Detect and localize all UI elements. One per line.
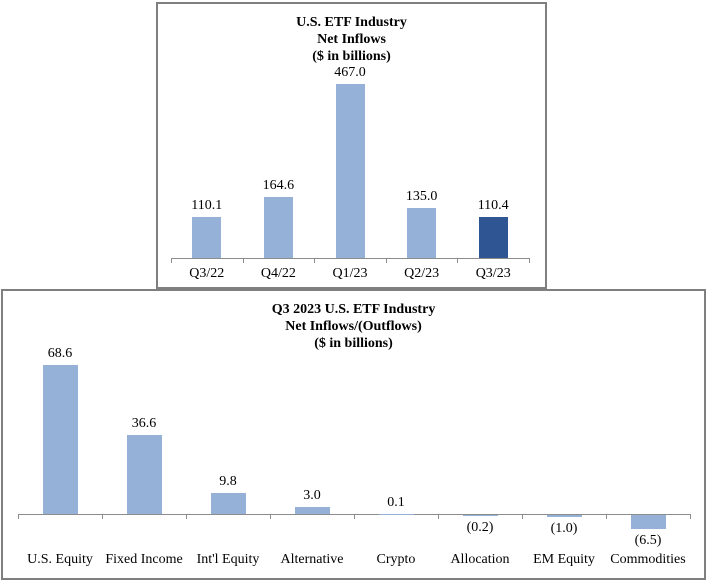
value-label: 467.0 — [334, 64, 366, 80]
axis-tick — [242, 258, 244, 263]
bar-em-equity — [546, 515, 582, 518]
category-label: Q3/22 — [189, 266, 225, 281]
category-label: Fixed Income — [105, 552, 183, 567]
axis-tick — [270, 514, 271, 519]
category-label: Alternative — [280, 552, 344, 567]
chart-title-line-2: Net Inflows — [317, 32, 386, 47]
bar-alternative — [294, 507, 330, 514]
category-label: Crypto — [376, 552, 416, 567]
value-label: 135.0 — [405, 188, 438, 204]
axis-tick — [522, 514, 523, 519]
bar-u-s-equity — [42, 365, 78, 514]
bar-allocation — [462, 515, 498, 516]
plot-area: 110.1 Q3/22 164.6 Q4/22 467.0 Q1/23 135.0 Q2/23… — [158, 4, 545, 287]
chart-title-line-1: U.S. ETF Industry — [296, 15, 407, 30]
bar-crypto — [378, 513, 414, 514]
value-label: (6.5) — [634, 533, 662, 549]
chart-title: Q3 2023 U.S. ETF Industry Net Inflows/(O… — [3, 301, 704, 352]
category-label: Q3/23 — [475, 266, 511, 281]
category-label: Int'l Equity — [196, 552, 260, 567]
category-label: EM Equity — [533, 552, 595, 567]
value-label: (1.0) — [550, 521, 578, 537]
axis-tick — [186, 514, 187, 519]
value-label: 110.1 — [191, 197, 223, 213]
bar-q4-22 — [263, 196, 293, 258]
axis-tick — [102, 514, 103, 519]
value-label: 0.1 — [387, 494, 405, 510]
chart-title: U.S. ETF Industry Net Inflows ($ in bill… — [158, 14, 545, 65]
quarterly-net-inflows-chart: U.S. ETF Industry Net Inflows ($ in bill… — [156, 2, 547, 289]
bar-q2-23 — [407, 207, 437, 258]
category-label: U.S. Equity — [27, 552, 93, 567]
axis-tick — [18, 514, 19, 519]
axis-tick — [354, 514, 355, 519]
bar-commodities — [630, 515, 666, 530]
value-label: 9.8 — [219, 473, 237, 489]
bar-q1-23 — [335, 83, 365, 258]
axis-tick — [606, 514, 607, 519]
value-label: 3.0 — [303, 488, 321, 504]
axis-tick — [690, 514, 691, 519]
value-label: (0.2) — [466, 519, 494, 535]
plot-area: 68.6 U.S. Equity 36.6 Fixed Income 9.8 Int'l … — [3, 291, 704, 578]
x-axis — [171, 258, 529, 259]
category-label: Q1/23 — [332, 266, 368, 281]
category-label: Allocation — [450, 552, 510, 567]
chart-title-line-1: Q3 2023 U.S. ETF Industry — [271, 302, 436, 317]
axis-tick — [529, 258, 530, 263]
chart-title-line-3: ($ in billions) — [312, 49, 391, 64]
value-label: 68.6 — [47, 346, 73, 361]
chart-title-line-3: ($ in billions) — [314, 336, 393, 351]
axis-tick — [457, 258, 459, 263]
bar-q3-23 — [478, 216, 508, 258]
value-label: 164.6 — [262, 177, 295, 193]
category-label: Q4/22 — [260, 266, 296, 281]
axis-tick — [438, 514, 439, 519]
axis-tick — [385, 258, 387, 263]
bar-q3-22 — [192, 216, 222, 258]
bar-int-l-equity — [210, 492, 246, 514]
category-net-flows-chart: Q3 2023 U.S. ETF Industry Net Inflows/(O… — [1, 289, 706, 580]
axis-tick — [171, 258, 172, 263]
chart-title-line-2: Net Inflows/(Outflows) — [285, 319, 422, 334]
bar-fixed-income — [126, 434, 162, 514]
value-label: 36.6 — [131, 415, 157, 431]
category-label: Q2/23 — [404, 266, 440, 281]
axis-tick — [314, 258, 316, 263]
category-label: Commodities — [610, 552, 686, 567]
value-label: 110.4 — [477, 197, 509, 213]
